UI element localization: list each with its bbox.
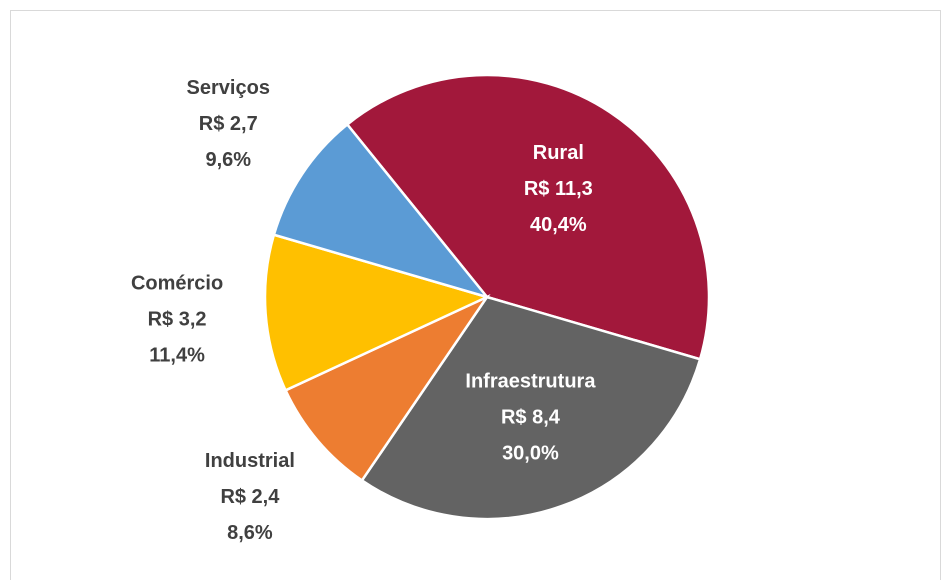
pie-slice [345, 73, 711, 361]
slice-value-label: R$ 8,4 [501, 406, 561, 428]
pie-slice [360, 295, 702, 521]
slice-value-label: R$ 2,4 [220, 486, 280, 508]
slice-label: Industrial [205, 450, 295, 472]
slice-value-label: R$ 3,2 [148, 309, 207, 331]
chart-frame [10, 10, 941, 580]
slice-percent-label: 9,6% [205, 149, 251, 171]
slice-value-label: R$ 11,3 [524, 178, 593, 200]
slice-value-label: R$ 2,7 [199, 113, 258, 135]
slice-percent-label: 40,4% [530, 214, 587, 236]
slice-label: Rural [533, 142, 584, 164]
slice-label: Comércio [131, 273, 223, 295]
slice-percent-label: 8,6% [227, 522, 273, 544]
slice-percent-label: 11,4% [149, 345, 205, 367]
slice-label: Infraestrutura [465, 370, 596, 392]
pie-slice [283, 293, 491, 483]
pie-slice [263, 233, 491, 392]
pie-slice [272, 122, 491, 300]
slice-percent-label: 30,0% [502, 442, 559, 464]
slice-label: Serviços [187, 77, 270, 99]
